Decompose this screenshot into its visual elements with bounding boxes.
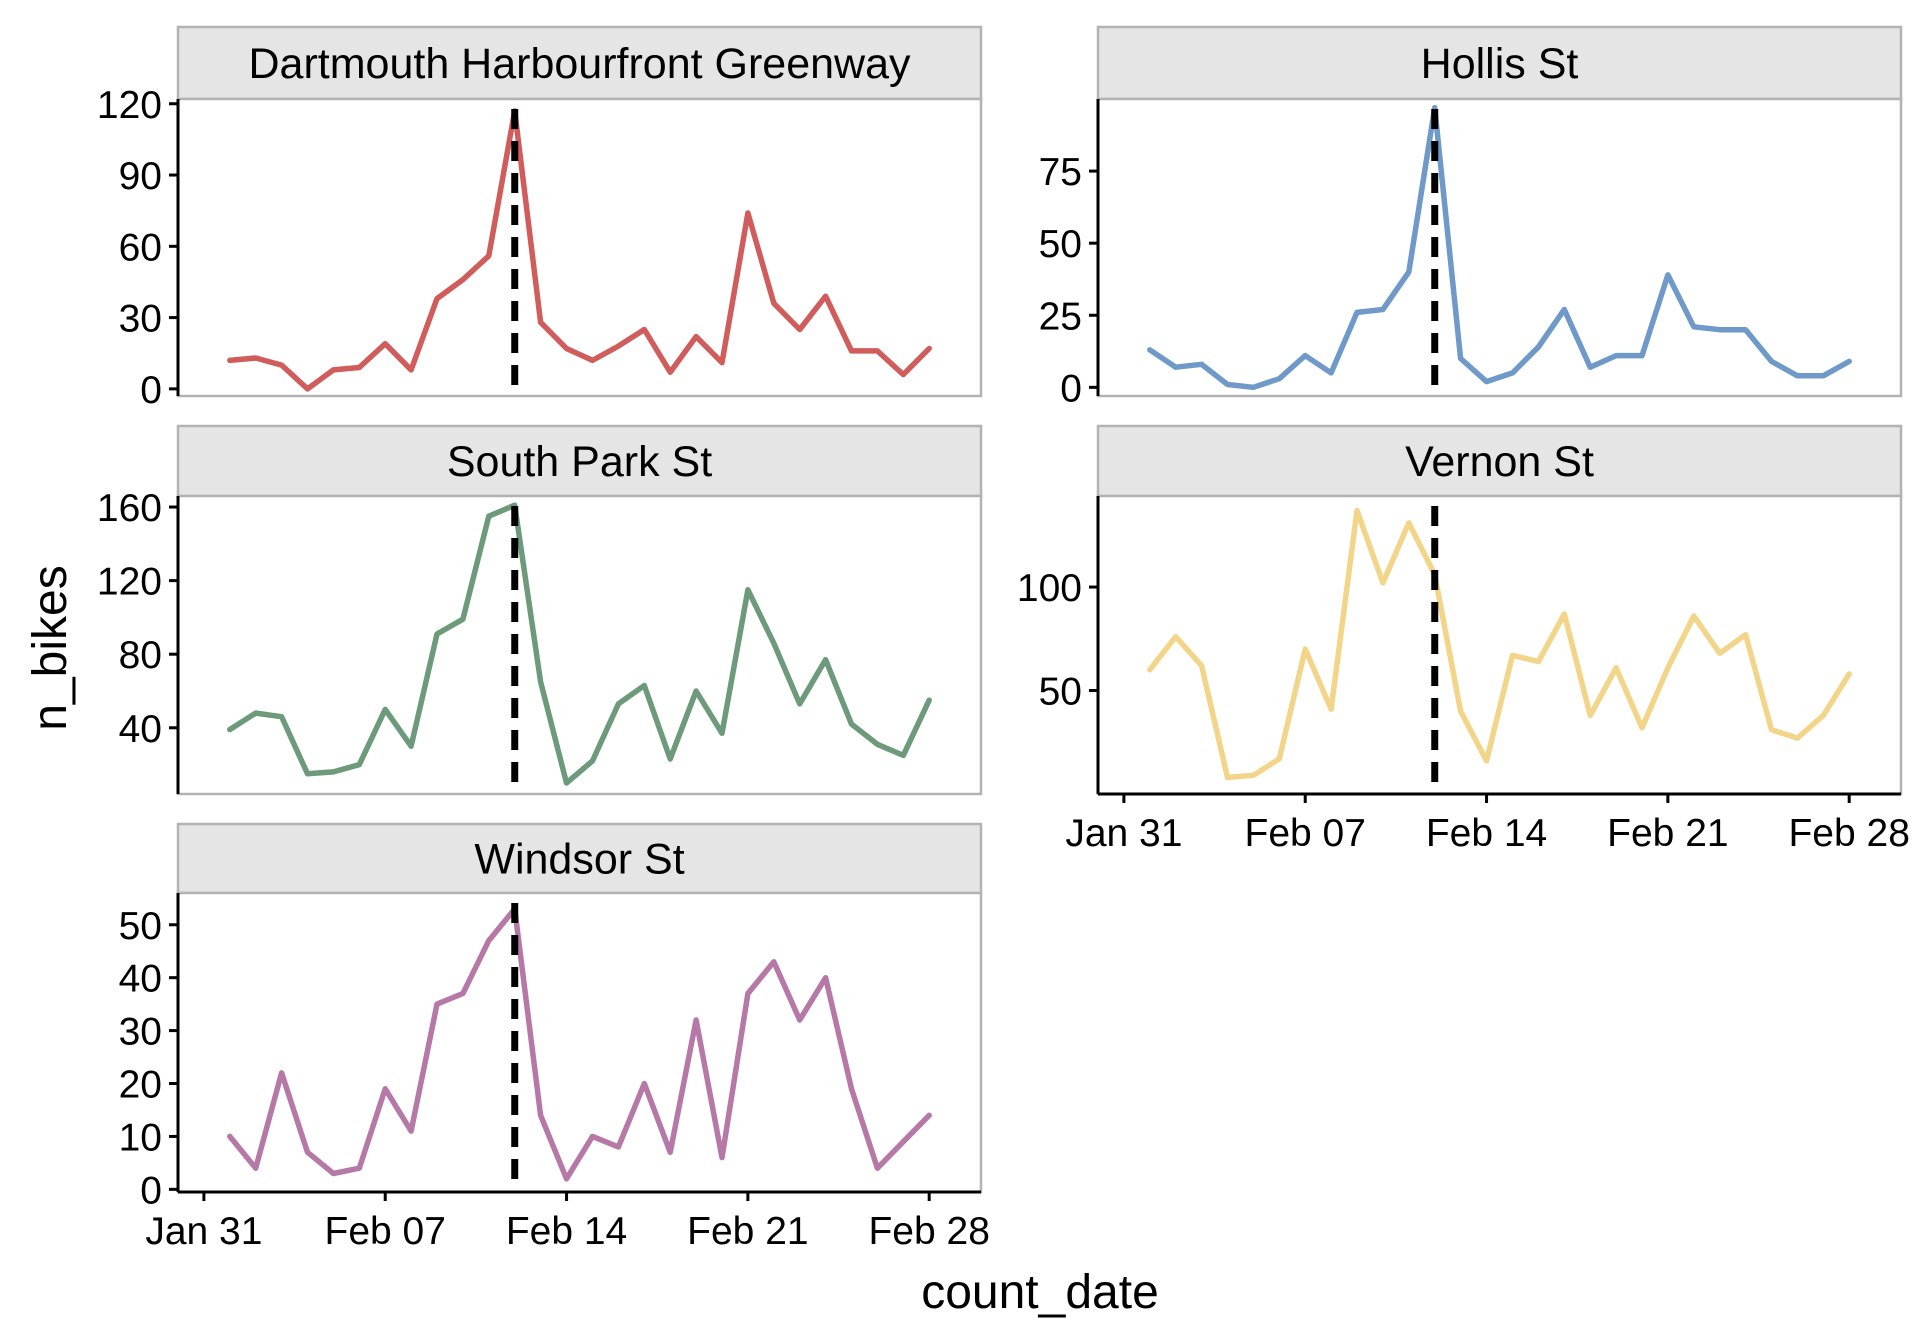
strip-south-park-st [176, 424, 983, 498]
y-tick-label-windsor-st: 10 [119, 1116, 162, 1159]
strip-windsor-st [176, 822, 983, 895]
series-line-vernon-st [1147, 507, 1852, 781]
y-tick-label-dartmouth-harbourfront-greenway: 60 [119, 226, 162, 269]
panel-south-park-st: South Park St 40 80 120 160 [97, 424, 983, 796]
panel-hollis-st: Hollis St 0 25 50 75 [1039, 25, 1903, 410]
y-tick-label-dartmouth-harbourfront-greenway: 90 [119, 155, 162, 198]
x-tick-label-windsor-st: Feb 14 [506, 1210, 627, 1253]
y-tick-label-dartmouth-harbourfront-greenway: 0 [140, 369, 162, 412]
x-tick-label-windsor-st: Feb 07 [325, 1210, 446, 1253]
y-tick-label-south-park-st: 40 [119, 708, 162, 751]
x-tick-label-windsor-st: Jan 31 [145, 1210, 262, 1253]
y-tick-label-vernon-st: 50 [1039, 671, 1082, 714]
strip-label-south-park-st: South Park St [447, 438, 712, 486]
x-tick-label-vernon-st: Feb 07 [1245, 812, 1366, 855]
strip-vernon-st [1096, 424, 1903, 498]
y-axis-title: n_bikes [24, 565, 77, 730]
x-tick-label-vernon-st: Jan 31 [1065, 812, 1182, 855]
strip-hollis-st [1096, 25, 1903, 101]
series-line-windsor-st [227, 906, 932, 1182]
y-tick-label-hollis-st: 75 [1039, 151, 1082, 194]
x-tick-label-vernon-st: Feb 14 [1426, 812, 1547, 855]
y-tick-label-hollis-st: 50 [1039, 223, 1082, 266]
y-tick-label-south-park-st: 160 [97, 487, 162, 530]
panel-windsor-st: Windsor St 0 10 20 30 40 50 Jan 31 Feb 07 Feb 14 F… [119, 822, 990, 1253]
y-tick-label-dartmouth-harbourfront-greenway: 120 [97, 84, 162, 127]
y-tick-label-south-park-st: 120 [97, 561, 162, 604]
x-tick-label-windsor-st: Feb 28 [868, 1210, 989, 1253]
panel-dartmouth-harbourfront-greenway: Dartmouth Harbourfront Greenway 0 30 60 90 12… [97, 25, 983, 412]
strip-label-hollis-st: Hollis St [1421, 40, 1579, 88]
strip-dartmouth-harbourfront-greenway [176, 25, 983, 101]
plot-area-hollis-st [1096, 97, 1903, 398]
strip-label-windsor-st: Windsor St [474, 836, 684, 884]
series-line-dartmouth-harbourfront-greenway [227, 108, 932, 392]
y-tick-label-dartmouth-harbourfront-greenway: 30 [119, 298, 162, 341]
y-tick-label-hollis-st: 0 [1060, 367, 1082, 410]
strip-label-dartmouth-harbourfront-greenway: Dartmouth Harbourfront Greenway [248, 40, 911, 88]
y-tick-label-windsor-st: 0 [140, 1169, 162, 1212]
y-tick-label-windsor-st: 20 [119, 1064, 162, 1107]
series-line-south-park-st [227, 502, 932, 786]
y-tick-label-windsor-st: 40 [119, 958, 162, 1001]
panel-vernon-st: Vernon St 50 100 Jan 31 Feb 07 Feb 14 Feb 21 Fe… [1017, 424, 1910, 855]
x-tick-label-windsor-st: Feb 21 [687, 1210, 808, 1253]
y-tick-label-vernon-st: 100 [1017, 567, 1082, 610]
y-tick-label-south-park-st: 80 [119, 634, 162, 677]
y-tick-label-windsor-st: 30 [119, 1011, 162, 1054]
plot-area-south-park-st [176, 494, 983, 796]
plot-area-vernon-st [1096, 494, 1903, 796]
strip-label-vernon-st: Vernon St [1405, 438, 1594, 486]
x-tick-label-vernon-st: Feb 21 [1607, 812, 1728, 855]
plot-area-windsor-st [176, 891, 983, 1194]
y-tick-label-windsor-st: 50 [119, 905, 162, 948]
series-line-hollis-st [1147, 104, 1852, 391]
x-axis-title: count_date [921, 1266, 1159, 1319]
y-tick-label-hollis-st: 25 [1039, 295, 1082, 338]
x-tick-label-vernon-st: Feb 28 [1788, 812, 1909, 855]
panels-group: Dartmouth Harbourfront Greenway 0 30 60 90 12… [97, 25, 1910, 1253]
